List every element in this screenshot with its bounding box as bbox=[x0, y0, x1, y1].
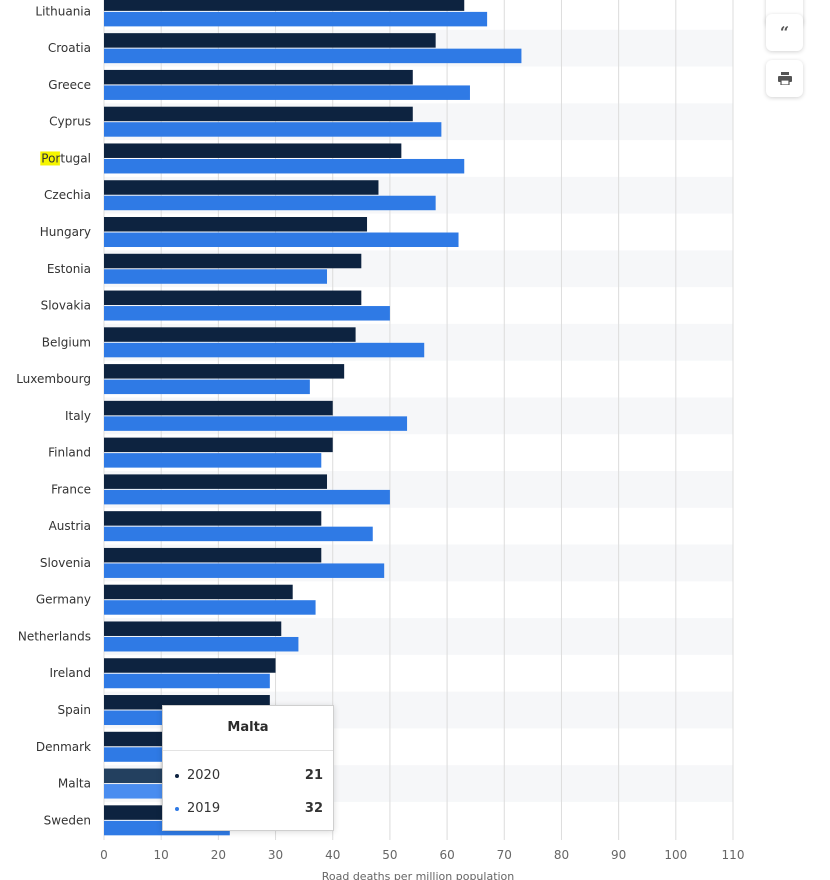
tooltip-label-2020: 2020 bbox=[187, 768, 221, 783]
category-label-spain: Spain bbox=[57, 703, 91, 717]
category-label-croatia: Croatia bbox=[48, 41, 91, 55]
x-tick-label-60: 60 bbox=[439, 848, 454, 862]
bar-germany-2020 bbox=[104, 584, 293, 600]
bar-croatia-2020 bbox=[104, 33, 436, 48]
x-tick-label-110: 110 bbox=[722, 848, 745, 862]
bar-austria-2020 bbox=[104, 511, 322, 526]
bar-portugal-2020 bbox=[104, 143, 402, 158]
bar-hungary-2019 bbox=[104, 232, 459, 248]
category-label-belgium: Belgium bbox=[42, 335, 91, 349]
x-tick-label-40: 40 bbox=[325, 848, 340, 862]
bar-slovenia-2019 bbox=[104, 563, 385, 578]
cite-button[interactable]: “ bbox=[766, 14, 803, 51]
search-highlight bbox=[40, 151, 60, 166]
category-label-netherlands: Netherlands bbox=[18, 629, 91, 643]
category-label-portugal: Portugal bbox=[41, 151, 91, 165]
x-tick-label-0: 0 bbox=[100, 848, 108, 862]
category-label-czechia: Czechia bbox=[44, 188, 91, 202]
category-label-denmark: Denmark bbox=[36, 740, 91, 754]
x-axis-title: Road deaths per million population bbox=[322, 870, 515, 880]
bar-portugal-2019 bbox=[104, 158, 465, 174]
print-button[interactable] bbox=[766, 60, 803, 97]
x-tick-label-100: 100 bbox=[664, 848, 687, 862]
tooltip-value-2019: 32 bbox=[304, 801, 323, 816]
bar-slovenia-2020 bbox=[104, 547, 322, 563]
bar-austria-2019 bbox=[104, 526, 373, 542]
bar-finland-2019 bbox=[104, 453, 322, 468]
category-label-slovenia: Slovenia bbox=[40, 556, 91, 570]
print-icon bbox=[777, 72, 792, 85]
category-label-sweden: Sweden bbox=[44, 813, 91, 827]
bar-slovakia-2019 bbox=[104, 306, 390, 321]
category-label-italy: Italy bbox=[65, 409, 91, 423]
category-label-slovakia: Slovakia bbox=[41, 299, 91, 313]
bar-france-2020 bbox=[104, 474, 328, 489]
x-tick-label-90: 90 bbox=[611, 848, 626, 862]
x-tick-label-10: 10 bbox=[154, 848, 169, 862]
x-tick-label-30: 30 bbox=[268, 848, 283, 862]
category-label-estonia: Estonia bbox=[47, 262, 91, 276]
category-label-greece: Greece bbox=[48, 78, 91, 92]
bar-cyprus-2020 bbox=[104, 106, 413, 122]
x-tick-label-80: 80 bbox=[554, 848, 569, 862]
bar-belgium-2020 bbox=[104, 327, 356, 342]
bar-luxembourg-2019 bbox=[104, 379, 310, 395]
tooltip-dot-2019 bbox=[175, 806, 179, 811]
bar-ireland-2019 bbox=[104, 673, 270, 689]
bar-ireland-2020 bbox=[104, 658, 276, 673]
category-label-malta: Malta bbox=[58, 777, 91, 791]
category-label-ireland: Ireland bbox=[49, 666, 91, 680]
quote-icon: “ bbox=[779, 23, 790, 42]
bar-slovakia-2020 bbox=[104, 290, 362, 306]
tooltip-dot-2020 bbox=[175, 773, 179, 778]
category-label-cyprus: Cyprus bbox=[49, 115, 91, 129]
bar-italy-2020 bbox=[104, 400, 333, 416]
bar-cyprus-2019 bbox=[104, 122, 442, 137]
bar-greece-2020 bbox=[104, 69, 413, 85]
category-label-hungary: Hungary bbox=[40, 225, 91, 239]
category-label-france: France bbox=[51, 482, 91, 496]
category-label-finland: Finland bbox=[48, 446, 91, 460]
x-tick-label-50: 50 bbox=[382, 848, 397, 862]
category-label-luxembourg: Luxembourg bbox=[16, 372, 91, 386]
bar-finland-2020 bbox=[104, 437, 333, 453]
bar-luxembourg-2020 bbox=[104, 364, 345, 379]
bar-croatia-2019 bbox=[104, 48, 522, 64]
bar-hungary-2020 bbox=[104, 217, 368, 232]
bar-italy-2019 bbox=[104, 416, 408, 431]
bar-czechia-2020 bbox=[104, 180, 379, 195]
chart-tooltip: Malta 2020 21 2019 32 bbox=[162, 705, 334, 831]
bar-estonia-2020 bbox=[104, 253, 362, 269]
bar-czechia-2019 bbox=[104, 195, 436, 211]
bar-lithuania-2020 bbox=[104, 0, 465, 11]
x-tick-label-20: 20 bbox=[211, 848, 226, 862]
category-label-germany: Germany bbox=[36, 593, 91, 607]
tooltip-title: Malta bbox=[163, 706, 333, 751]
tooltip-value-2020: 21 bbox=[304, 768, 323, 783]
tooltip-row-2020: 2020 21 bbox=[175, 768, 323, 788]
tooltip-label-2019: 2019 bbox=[187, 801, 221, 816]
bar-lithuania-2019 bbox=[104, 11, 488, 27]
category-label-lithuania: Lithuania bbox=[35, 4, 91, 18]
bar-france-2019 bbox=[104, 489, 390, 505]
bar-netherlands-2019 bbox=[104, 636, 299, 652]
category-label-austria: Austria bbox=[49, 519, 91, 533]
bar-greece-2019 bbox=[104, 85, 470, 100]
bar-estonia-2019 bbox=[104, 269, 328, 284]
bar-netherlands-2020 bbox=[104, 621, 282, 636]
x-tick-label-70: 70 bbox=[497, 848, 512, 862]
tooltip-row-2019: 2019 32 bbox=[175, 801, 323, 821]
bar-germany-2019 bbox=[104, 600, 316, 615]
bar-belgium-2019 bbox=[104, 342, 425, 358]
